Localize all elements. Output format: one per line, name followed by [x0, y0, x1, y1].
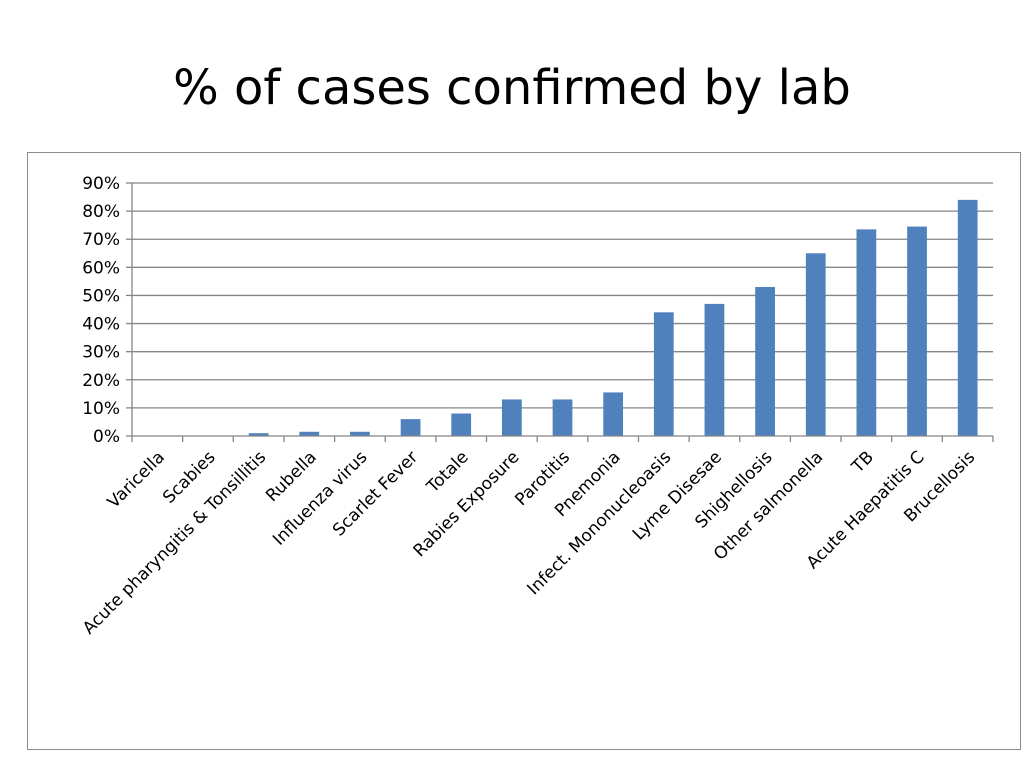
y-tick-label: 50%	[82, 286, 120, 306]
bar	[350, 431, 370, 436]
y-tick-label: 30%	[82, 343, 120, 363]
y-tick-label: 40%	[82, 315, 120, 335]
chart-frame: 0% 10% 20% 30% 40% 50% 60% 70% 80% 90% Varicella S…	[27, 152, 1021, 750]
bar	[552, 399, 573, 436]
bar	[805, 253, 826, 436]
bar	[704, 303, 725, 436]
bar-chart: 0% 10% 20% 30% 40% 50% 60% 70% 80% 90% VaricellaS…	[79, 174, 994, 639]
y-axis-tick-labels: 0% 10% 20% 30% 40% 50% 60% 70% 80% 90%	[82, 174, 120, 447]
y-tick-label: 70%	[82, 230, 120, 250]
bar	[907, 226, 927, 436]
gridlines	[132, 182, 993, 409]
bar	[653, 312, 674, 436]
axes	[126, 182, 994, 442]
bar	[856, 229, 877, 436]
x-category-label: Acute pharyngitis & Tonsillitis	[79, 447, 270, 638]
y-tick-label: 0%	[93, 427, 120, 447]
bars	[248, 199, 978, 436]
x-category-label: TB	[847, 447, 877, 477]
bar	[400, 419, 421, 436]
x-category-label: Varicella	[104, 447, 169, 512]
bar	[299, 431, 320, 436]
y-tick-label: 80%	[82, 202, 120, 222]
bar	[248, 433, 269, 436]
x-category-label: Lyme Disesae	[629, 447, 726, 544]
y-tick-label: 90%	[82, 174, 120, 194]
bar	[603, 392, 624, 436]
bar	[451, 413, 472, 436]
bar	[957, 199, 978, 436]
y-tick-label: 10%	[82, 399, 120, 419]
y-tick-label: 60%	[82, 258, 120, 278]
slide-title: % of cases confirmed by lab	[173, 60, 851, 116]
bar	[501, 399, 522, 436]
y-tick-label: 20%	[82, 371, 120, 391]
bar	[755, 287, 775, 436]
